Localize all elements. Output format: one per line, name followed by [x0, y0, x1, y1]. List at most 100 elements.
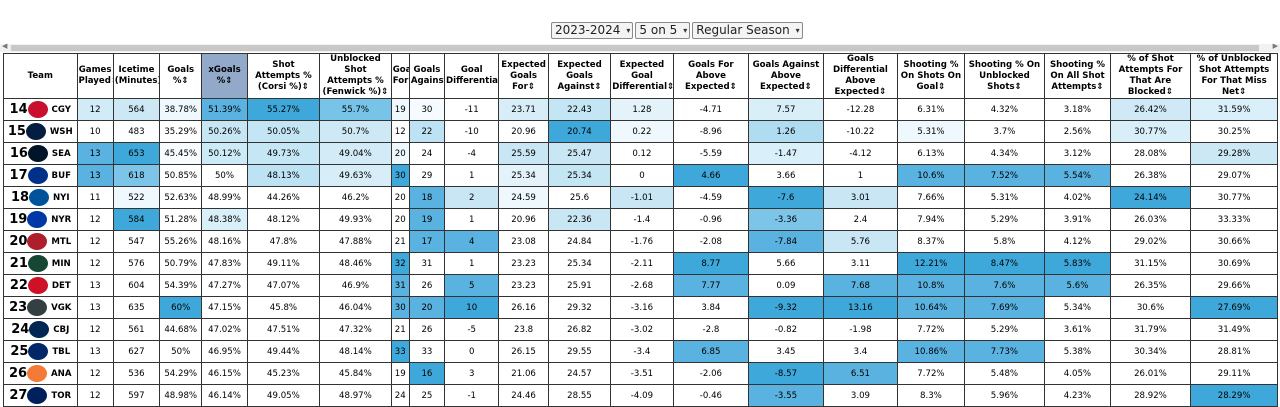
column-header[interactable]: % of Unblocked Shot Attempts For That Mi…: [1190, 53, 1278, 99]
table-cell: 51.28%: [159, 208, 203, 231]
table-cell: 49.11%: [246, 252, 321, 275]
table-cell: 7.73%: [963, 340, 1046, 363]
team-logo-icon: [29, 321, 50, 338]
column-header[interactable]: Expected Goals Against⇕: [547, 53, 612, 99]
table-cell: 47.8%: [246, 230, 321, 253]
column-header[interactable]: Shot Attempts % (Corsi %)⇕: [246, 53, 321, 99]
table-cell: 26.35%: [1109, 274, 1192, 297]
column-header[interactable]: Games Played⇕: [76, 53, 114, 99]
table-cell: 25.34: [547, 252, 612, 275]
column-header[interactable]: xGoals %⇕: [201, 53, 248, 99]
table-cell: 6.13%: [897, 142, 965, 165]
table-cell: 5.29%: [963, 318, 1046, 341]
table-cell: 35.29%: [159, 120, 203, 143]
table-cell: 29.11%: [1190, 362, 1278, 385]
horizontal-scrollbar[interactable]: ◀ ▶: [0, 42, 1280, 52]
rank-number: 16: [9, 146, 28, 161]
table-cell: -3.51: [610, 362, 674, 385]
table-cell: 23.71: [498, 98, 549, 121]
strength-select[interactable]: 5 on 5 ▾: [635, 22, 691, 39]
column-header[interactable]: Shooting % On Unblocked Shots⇕: [963, 53, 1046, 99]
rank-number: 15: [7, 124, 26, 139]
column-header-team[interactable]: Team: [3, 53, 78, 99]
rank-number: 19: [9, 212, 28, 227]
column-header[interactable]: Icetime (Minutes)⇕: [112, 53, 161, 99]
table-cell: 13.16: [822, 296, 899, 319]
table-cell: 2: [444, 186, 500, 209]
table-cell: 24.84: [547, 230, 612, 253]
scroll-left-arrow-icon[interactable]: ◀: [2, 42, 8, 50]
column-header[interactable]: Goal Differential⇕: [444, 53, 500, 99]
table-cell: 576: [112, 252, 161, 275]
column-header[interactable]: Goals Against Above Expected⇕: [748, 53, 824, 99]
column-header[interactable]: Shooting % On All Shot Attempts⇕: [1044, 53, 1111, 99]
column-header[interactable]: Goals Against⇕: [408, 53, 446, 99]
table-cell: 13: [76, 340, 114, 363]
column-header[interactable]: Goals %⇕: [159, 53, 203, 99]
table-cell: 21: [390, 318, 410, 341]
table-cell: 0: [444, 340, 500, 363]
table-cell: 30.25%: [1190, 120, 1278, 143]
team-logo-icon: [27, 101, 48, 118]
season-select[interactable]: 2023-2024 ▾: [551, 22, 634, 39]
column-header[interactable]: Unblocked Shot Attempts % (Fenwick %)⇕: [319, 53, 392, 99]
column-header[interactable]: Goals For Above Expected⇕: [672, 53, 750, 99]
table-cell: -4.09: [610, 384, 674, 407]
table-cell: -0.82: [748, 318, 824, 341]
column-header[interactable]: Expected Goal Differential⇕: [610, 53, 674, 99]
table-cell: 51.39%: [201, 98, 248, 121]
table-cell: 12: [76, 208, 114, 231]
table-cell: 21: [390, 230, 410, 253]
table-cell: 5.76: [822, 230, 899, 253]
table-cell: -2.06: [672, 362, 750, 385]
column-header[interactable]: Expected Goals For⇕: [498, 53, 549, 99]
team-logo-icon: [25, 123, 46, 140]
table-cell: 28.55: [547, 384, 612, 407]
table-cell: 5.31%: [897, 120, 965, 143]
table-cell: 50.26%: [201, 120, 248, 143]
table-cell: 24.46: [498, 384, 549, 407]
table-row: 25 TBL 13 627 50% 46.95% 49.44% 48.14% 33 33 0 26.1…: [3, 340, 1278, 363]
column-header[interactable]: Goals For⇕: [390, 53, 410, 99]
table-row: 16 SEA 13 653 45.45% 50.12% 49.73% 49.04% 20 24 -4…: [3, 142, 1278, 165]
table-cell: 10.64%: [897, 296, 965, 319]
season-type-select[interactable]: Regular Season ▾: [692, 22, 803, 39]
table-cell: 24: [408, 142, 446, 165]
column-header[interactable]: Shooting % On Shots On Goal⇕: [897, 53, 965, 99]
table-cell: 6.85: [672, 340, 750, 363]
table-cell: 5.38%: [1044, 340, 1111, 363]
table-cell: -2.11: [610, 252, 674, 275]
column-header[interactable]: % of Shot Attempts For That Are Blocked⇕: [1109, 53, 1192, 99]
table-cell: 20: [390, 186, 410, 209]
table-cell: 54.39%: [159, 274, 203, 297]
table-cell: -8.57: [748, 362, 824, 385]
table-cell: 483: [112, 120, 161, 143]
table-cell: 12: [76, 362, 114, 385]
table-cell: -1.47: [748, 142, 824, 165]
team-cell: 16 SEA: [3, 142, 78, 165]
table-cell: 21.06: [498, 362, 549, 385]
team-cell: 20 MTL: [3, 230, 78, 253]
table-cell: -10: [444, 120, 500, 143]
table-cell: 5.6%: [1044, 274, 1111, 297]
table-cell: 50.12%: [201, 142, 248, 165]
table-cell: 7.52%: [963, 164, 1046, 187]
table-cell: 3.18%: [1044, 98, 1111, 121]
table-cell: 627: [112, 340, 161, 363]
table-cell: 561: [112, 318, 161, 341]
table-cell: 3.91%: [1044, 208, 1111, 231]
table-cell: 47.83%: [201, 252, 248, 275]
column-header[interactable]: Goals Differential Above Expected⇕: [822, 53, 899, 99]
table-cell: 49.63%: [319, 164, 392, 187]
table-cell: 26.01%: [1109, 362, 1192, 385]
chevron-down-icon: ▾: [683, 26, 688, 35]
table-cell: 20.96: [498, 120, 549, 143]
table-cell: 54.29%: [159, 362, 203, 385]
table-cell: 31: [408, 252, 446, 275]
scrollbar-thumb[interactable]: [11, 45, 1259, 51]
table-cell: 55.27%: [246, 98, 321, 121]
table-cell: 48.98%: [159, 384, 203, 407]
table-cell: 12: [76, 252, 114, 275]
scroll-right-arrow-icon[interactable]: ▶: [1272, 42, 1278, 50]
table-cell: 28.08%: [1109, 142, 1192, 165]
